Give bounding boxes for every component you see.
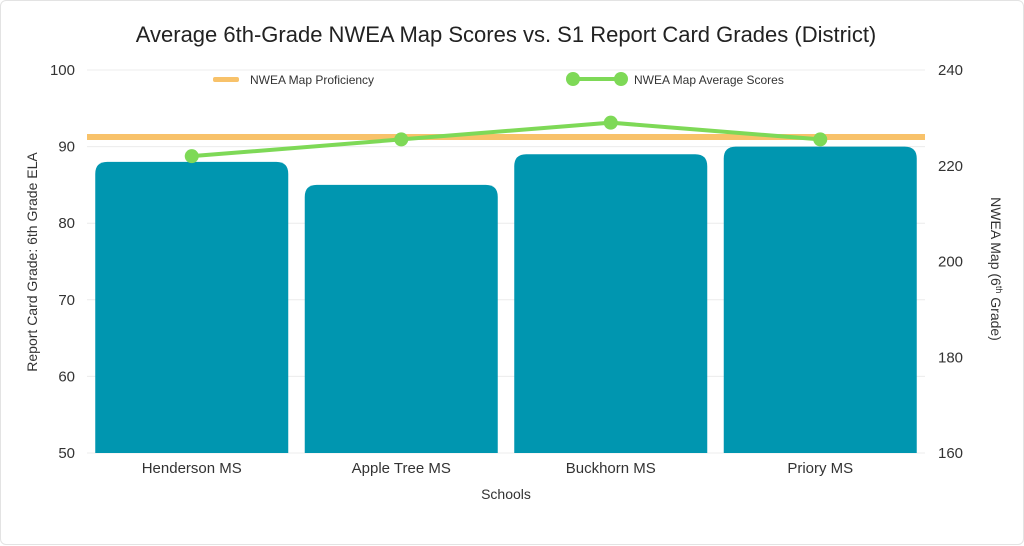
- y-axis-label: Report Card Grade: 6th Grade ELA: [24, 152, 40, 372]
- line-point: [603, 115, 618, 130]
- y2-tick-label: 200: [938, 254, 963, 271]
- legend: NWEA Map Proficiency NWEA Map Average Sc…: [213, 72, 784, 87]
- line-series-group: [184, 115, 828, 164]
- bar: [723, 146, 917, 453]
- y2-tick-label: 180: [938, 349, 963, 366]
- legend-swatch-proficiency: [213, 77, 239, 82]
- chart-title: Average 6th-Grade NWEA Map Scores vs. S1…: [136, 22, 877, 47]
- y2-axis-label-pre: NWEA Map (6: [988, 197, 1004, 286]
- y-tick-label: 60: [58, 368, 75, 385]
- y-tick-label: 100: [50, 62, 75, 79]
- y2-tick-label: 160: [938, 445, 963, 462]
- y2-tick-label: 240: [938, 62, 963, 79]
- x-tick-label: Priory MS: [787, 460, 853, 477]
- y-tick-label: 50: [58, 445, 75, 462]
- line-point: [394, 132, 409, 147]
- y-tick-label: 80: [58, 215, 75, 232]
- x-tick-label: Apple Tree MS: [352, 460, 451, 477]
- legend-label-proficiency: NWEA Map Proficiency: [250, 73, 374, 87]
- x-tick-label: Henderson MS: [142, 460, 242, 477]
- legend-label-line: NWEA Map Average Scores: [634, 73, 784, 87]
- right-axis-ticks: 160 180 200 220 240: [938, 62, 963, 462]
- line-point: [184, 149, 199, 164]
- x-tick-label: Buckhorn MS: [566, 460, 656, 477]
- y2-axis-label-sup: th: [994, 286, 1004, 294]
- bars: [95, 146, 917, 454]
- bar: [95, 161, 289, 454]
- category-labels: Henderson MS Apple Tree MS Buckhorn MS Prio…: [142, 460, 853, 477]
- x-axis-label: Schools: [481, 486, 531, 502]
- legend-marker-line: [614, 72, 628, 86]
- left-axis-ticks: 50 60 70 80 90 100: [50, 62, 75, 462]
- y2-axis-label-post: Grade): [988, 293, 1004, 340]
- bar: [304, 184, 498, 453]
- y2-axis-label: NWEA Map (6th Grade): [988, 197, 1004, 341]
- line-series: [191, 120, 821, 159]
- y-tick-label: 90: [58, 139, 75, 156]
- y-tick-label: 70: [58, 292, 75, 309]
- legend-marker-line: [566, 72, 580, 86]
- bar: [514, 154, 708, 453]
- line-point: [813, 132, 828, 147]
- y2-tick-label: 220: [938, 158, 963, 175]
